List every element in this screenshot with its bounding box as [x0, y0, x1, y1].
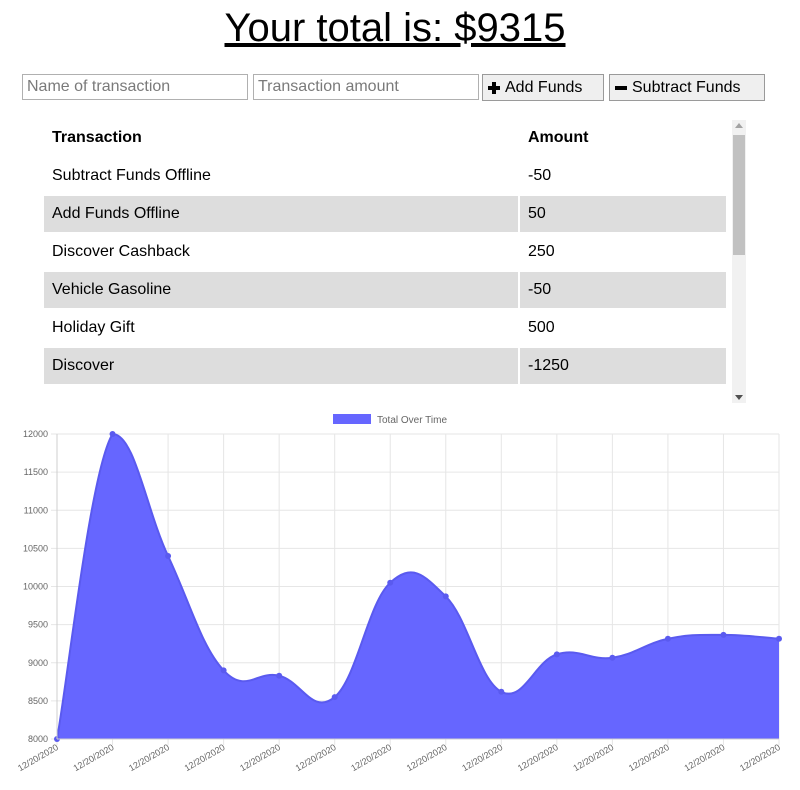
y-tick-label: 10500 — [23, 543, 48, 553]
x-tick-label: 12/20/2020 — [294, 742, 338, 773]
table-scrollbar[interactable] — [732, 120, 746, 403]
table-row: Vehicle Gasoline -50 — [44, 272, 726, 308]
data-point — [776, 635, 782, 642]
data-point — [220, 667, 227, 674]
table-row: Subtract Funds Offline -50 — [44, 158, 726, 194]
plus-icon — [488, 81, 500, 94]
subtract-funds-label: Subtract Funds — [632, 78, 741, 96]
transaction-name-cell: Discover Cashback — [44, 234, 518, 270]
x-tick-label: 12/20/2020 — [516, 742, 560, 773]
table-row: Discover Cashback 250 — [44, 234, 726, 270]
data-point — [553, 651, 560, 658]
column-header-amount: Amount — [520, 120, 726, 156]
data-point — [331, 694, 338, 701]
transaction-amount-cell: -1250 — [520, 348, 726, 384]
x-tick-label: 12/20/2020 — [460, 742, 504, 773]
x-tick-label: 12/20/2020 — [16, 742, 60, 773]
data-point — [498, 688, 505, 695]
y-tick-label: 12000 — [23, 429, 48, 439]
subtract-funds-button[interactable]: Subtract Funds — [609, 74, 765, 101]
y-tick-label: 11000 — [24, 505, 48, 515]
x-tick-label: 12/20/2020 — [183, 742, 227, 773]
data-point — [276, 672, 283, 679]
x-tick-label: 12/20/2020 — [238, 742, 282, 773]
total-heading: Your total is: $9315 — [224, 6, 566, 50]
transaction-name-input[interactable] — [22, 74, 248, 100]
x-tick-label: 12/20/2020 — [349, 742, 393, 773]
data-point — [664, 635, 671, 642]
table-row: Discover -1250 — [44, 348, 726, 384]
transaction-name-cell: Add Funds Offline — [44, 196, 518, 232]
legend-label: Total Over Time — [377, 415, 447, 426]
data-point — [165, 553, 172, 559]
y-tick-label: 9000 — [28, 658, 48, 668]
transactions-table-container: Transaction Amount Subtract Funds Offlin… — [44, 120, 746, 400]
transaction-amount-cell: 250 — [520, 234, 726, 270]
data-point — [609, 654, 616, 661]
transaction-name-cell: Discover — [44, 348, 518, 384]
add-funds-button[interactable]: Add Funds — [482, 74, 604, 101]
table-row: Add Funds Offline 50 — [44, 196, 726, 232]
transaction-name-cell: Holiday Gift — [44, 310, 518, 346]
x-tick-label: 12/20/2020 — [627, 742, 671, 773]
transactions-table: Transaction Amount Subtract Funds Offlin… — [44, 120, 728, 386]
transaction-amount-cell: -50 — [520, 158, 726, 194]
minus-icon — [615, 82, 627, 94]
transaction-amount-input[interactable] — [253, 74, 479, 100]
table-row: Holiday Gift 500 — [44, 310, 726, 346]
add-funds-label: Add Funds — [505, 78, 583, 96]
scroll-thumb[interactable] — [733, 135, 745, 255]
x-tick-label: 12/20/2020 — [738, 742, 782, 773]
y-tick-label: 8500 — [28, 696, 48, 706]
x-tick-label: 12/20/2020 — [405, 742, 449, 773]
data-point — [720, 631, 727, 638]
y-tick-label: 10000 — [23, 582, 48, 592]
area-fill — [57, 434, 779, 739]
total-over-time-chart: Total Over Time 8000 8500 9000 9500 10000 1050… — [16, 414, 782, 773]
scroll-down-arrow-icon[interactable] — [735, 395, 743, 400]
x-tick-label: 12/20/2020 — [127, 742, 171, 773]
transaction-amount-cell: 50 — [520, 196, 726, 232]
data-point — [387, 579, 394, 586]
column-header-transaction: Transaction — [44, 120, 518, 156]
series-line — [56, 432, 780, 740]
transaction-amount-cell: 500 — [520, 310, 726, 346]
x-tick-label: 12/20/2020 — [682, 742, 726, 773]
transaction-amount-cell: -50 — [520, 272, 726, 308]
transaction-name-cell: Vehicle Gasoline — [44, 272, 518, 308]
legend-swatch — [333, 414, 371, 424]
y-tick-label: 8000 — [28, 734, 48, 744]
y-tick-label: 9500 — [28, 620, 48, 630]
x-tick-label: 12/20/2020 — [72, 742, 116, 773]
scroll-up-arrow-icon[interactable] — [735, 123, 743, 128]
transaction-name-cell: Subtract Funds Offline — [44, 158, 518, 194]
y-tick-label: 11500 — [24, 467, 48, 477]
table-header-row: Transaction Amount — [44, 120, 726, 156]
x-tick-label: 12/20/2020 — [571, 742, 615, 773]
data-point — [442, 593, 449, 600]
data-point — [109, 431, 116, 437]
